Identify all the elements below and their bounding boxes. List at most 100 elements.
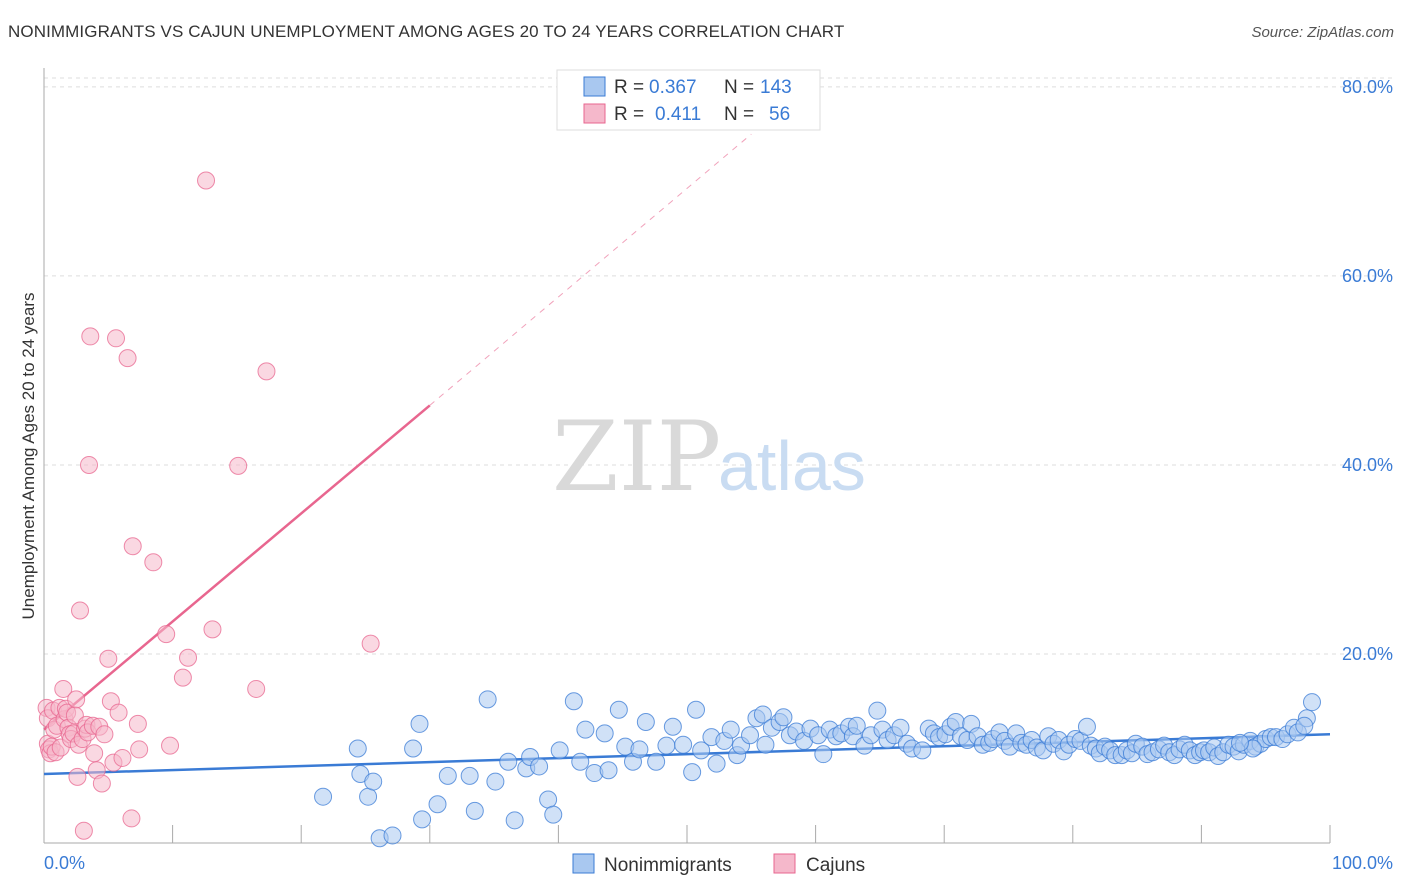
point-nonimmigrants (609, 700, 628, 719)
legend-swatch-nonimmigrants (572, 853, 595, 874)
point-nonimmigrants (539, 790, 558, 809)
point-cajuns (113, 748, 132, 767)
chart-title: NONIMMIGRANTS VS CAJUN UNEMPLOYMENT AMON… (8, 22, 845, 41)
point-cajuns (173, 668, 192, 687)
point-nonimmigrants (413, 810, 432, 829)
source-credit: Source: ZipAtlas.com (1251, 24, 1394, 41)
point-nonimmigrants (741, 726, 760, 745)
legend-swatch-cajuns (773, 853, 796, 874)
point-cajuns (197, 171, 216, 190)
point-nonimmigrants (891, 718, 910, 737)
point-nonimmigrants (1295, 716, 1314, 735)
legend-n-value: 143 (760, 77, 792, 98)
legend-r-value: 0.411 (655, 104, 701, 125)
point-nonimmigrants (657, 736, 676, 755)
watermark-zip: ZIP (552, 401, 721, 513)
legend-label-nonimmigrants: Nonimmigrants (604, 855, 732, 876)
legend-r-label: R = (614, 77, 644, 98)
point-cajuns (179, 648, 198, 667)
point-cajuns (247, 679, 266, 698)
point-nonimmigrants (428, 795, 447, 814)
point-nonimmigrants (460, 766, 479, 785)
point-nonimmigrants (674, 735, 693, 754)
point-cajuns (203, 620, 222, 639)
legend-n-label: N = (724, 104, 754, 125)
point-cajuns (95, 725, 114, 744)
point-nonimmigrants (505, 811, 524, 830)
point-nonimmigrants (564, 692, 583, 711)
legend-n-label: N = (724, 77, 754, 98)
point-nonimmigrants (847, 716, 866, 735)
point-nonimmigrants (438, 766, 457, 785)
point-nonimmigrants (410, 714, 429, 733)
point-nonimmigrants (868, 701, 887, 720)
point-cajuns (128, 714, 147, 733)
y-tick-label: 40.0% (1342, 455, 1393, 475)
point-cajuns (92, 774, 111, 793)
y-axis-label: Unemployment Among Ages 20 to 24 years (19, 293, 38, 620)
point-nonimmigrants (663, 717, 682, 736)
point-cajuns (74, 821, 93, 840)
point-nonimmigrants (465, 801, 484, 820)
x-tick-label: 100.0% (1332, 853, 1393, 873)
point-nonimmigrants (1077, 717, 1096, 736)
trend-extension-cajuns (429, 133, 752, 406)
legend-r-value: 0.367 (649, 77, 697, 98)
legend-r-label: R = (614, 104, 644, 125)
point-nonimmigrants (913, 741, 932, 760)
point-nonimmigrants (636, 713, 655, 732)
point-cajuns (99, 649, 118, 668)
point-nonimmigrants (486, 772, 505, 791)
point-cajuns (130, 740, 149, 759)
legend-swatch-nonimmigrants (583, 76, 606, 97)
point-nonimmigrants (544, 805, 563, 824)
point-cajuns (71, 601, 90, 620)
point-nonimmigrants (478, 690, 497, 709)
point-nonimmigrants (530, 757, 549, 776)
point-nonimmigrants (692, 741, 711, 760)
point-cajuns (118, 349, 137, 368)
point-nonimmigrants (499, 752, 518, 771)
point-nonimmigrants (687, 700, 706, 719)
point-nonimmigrants (647, 752, 666, 771)
point-nonimmigrants (576, 720, 595, 739)
point-cajuns (107, 329, 126, 348)
point-cajuns (67, 690, 86, 709)
point-nonimmigrants (683, 763, 702, 782)
y-tick-label: 80.0% (1342, 77, 1393, 97)
point-nonimmigrants (753, 705, 772, 724)
legend-n-value: 56 (769, 104, 790, 125)
x-tick-label: 0.0% (44, 853, 85, 873)
point-nonimmigrants (383, 826, 402, 845)
trend-line-cajuns (43, 404, 431, 731)
legend-bottom: Nonimmigrants Cajuns (572, 853, 865, 876)
point-cajuns (229, 456, 248, 475)
trend-line-nonimmigrants (43, 733, 1331, 776)
point-nonimmigrants (314, 787, 333, 806)
gridlines (44, 77, 1392, 655)
data-points (37, 171, 1321, 848)
y-tick-label: 20.0% (1342, 644, 1393, 664)
point-nonimmigrants (774, 708, 793, 727)
point-cajuns (161, 736, 180, 755)
point-cajuns (157, 625, 176, 644)
point-nonimmigrants (814, 745, 833, 764)
point-nonimmigrants (571, 752, 590, 771)
point-cajuns (80, 455, 99, 474)
legend-swatch-cajuns (583, 103, 606, 124)
watermark-atlas: atlas (718, 427, 866, 505)
point-cajuns (257, 362, 276, 381)
trend-lines (43, 133, 1331, 776)
point-nonimmigrants (599, 761, 618, 780)
point-nonimmigrants (630, 740, 649, 759)
point-cajuns (109, 703, 128, 722)
legend-top: R = 0.367 N = 143 R = 0.411 N = 56 (556, 69, 821, 131)
point-cajuns (144, 553, 163, 572)
point-nonimmigrants (721, 720, 740, 739)
point-nonimmigrants (707, 754, 726, 773)
point-nonimmigrants (348, 739, 367, 758)
point-cajuns (85, 744, 104, 763)
point-nonimmigrants (550, 741, 569, 760)
point-nonimmigrants (1302, 693, 1321, 712)
point-nonimmigrants (359, 787, 378, 806)
